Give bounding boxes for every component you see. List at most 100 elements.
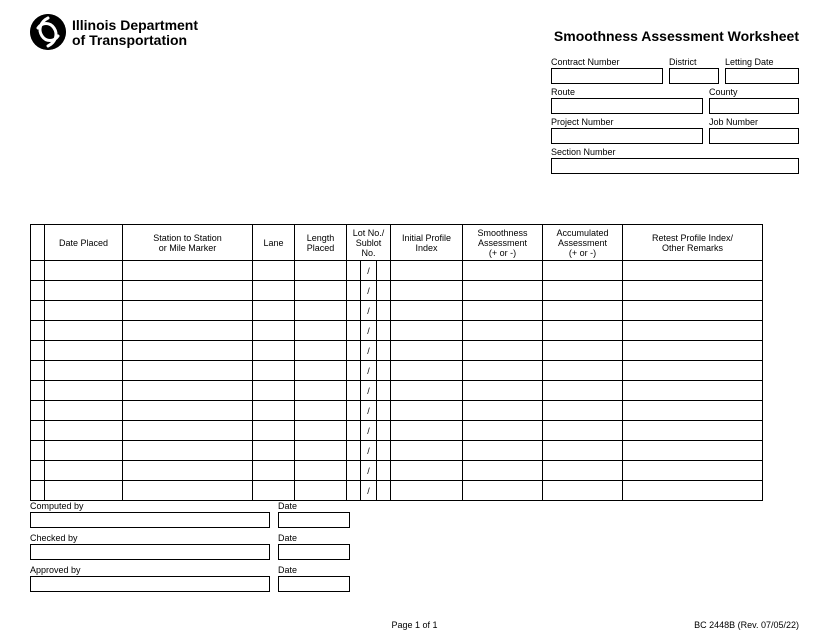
- cell-accumulated[interactable]: [543, 361, 623, 381]
- cell-date_placed[interactable]: [45, 381, 123, 401]
- letting-date-field[interactable]: [725, 68, 799, 84]
- cell-length_placed[interactable]: [295, 421, 347, 441]
- cell-lot_b[interactable]: [377, 401, 391, 421]
- cell-initial_profile[interactable]: [391, 301, 463, 321]
- cell-station[interactable]: [123, 361, 253, 381]
- cell-smoothness[interactable]: [463, 321, 543, 341]
- cell-smoothness[interactable]: [463, 261, 543, 281]
- cell-station[interactable]: [123, 441, 253, 461]
- district-field[interactable]: [669, 68, 719, 84]
- county-field[interactable]: [709, 98, 799, 114]
- cell-lane[interactable]: [253, 261, 295, 281]
- cell-smoothness[interactable]: [463, 301, 543, 321]
- checked-date-field[interactable]: [278, 544, 350, 560]
- approved-date-field[interactable]: [278, 576, 350, 592]
- job-number-field[interactable]: [709, 128, 799, 144]
- cell-date_placed[interactable]: [45, 481, 123, 501]
- cell-smoothness[interactable]: [463, 481, 543, 501]
- cell-retest[interactable]: [623, 441, 763, 461]
- cell-station[interactable]: [123, 421, 253, 441]
- cell-initial_profile[interactable]: [391, 481, 463, 501]
- cell-retest[interactable]: [623, 401, 763, 421]
- cell-retest[interactable]: [623, 421, 763, 441]
- cell-lane[interactable]: [253, 481, 295, 501]
- cell-lot_a[interactable]: [347, 421, 361, 441]
- cell-lot_a[interactable]: [347, 281, 361, 301]
- cell-lot_b[interactable]: [377, 461, 391, 481]
- cell-date_placed[interactable]: [45, 361, 123, 381]
- cell-date_placed[interactable]: [45, 281, 123, 301]
- cell-station[interactable]: [123, 341, 253, 361]
- cell-stub[interactable]: [31, 421, 45, 441]
- cell-lane[interactable]: [253, 321, 295, 341]
- cell-length_placed[interactable]: [295, 381, 347, 401]
- cell-lot_b[interactable]: [377, 281, 391, 301]
- cell-smoothness[interactable]: [463, 461, 543, 481]
- cell-stub[interactable]: [31, 261, 45, 281]
- cell-station[interactable]: [123, 261, 253, 281]
- cell-length_placed[interactable]: [295, 361, 347, 381]
- cell-lot_b[interactable]: [377, 301, 391, 321]
- cell-stub[interactable]: [31, 481, 45, 501]
- cell-lot_a[interactable]: [347, 481, 361, 501]
- cell-accumulated[interactable]: [543, 401, 623, 421]
- cell-date_placed[interactable]: [45, 441, 123, 461]
- cell-smoothness[interactable]: [463, 381, 543, 401]
- cell-stub[interactable]: [31, 441, 45, 461]
- cell-accumulated[interactable]: [543, 341, 623, 361]
- cell-lot_a[interactable]: [347, 381, 361, 401]
- cell-accumulated[interactable]: [543, 301, 623, 321]
- cell-station[interactable]: [123, 301, 253, 321]
- cell-smoothness[interactable]: [463, 421, 543, 441]
- cell-date_placed[interactable]: [45, 421, 123, 441]
- cell-lot_b[interactable]: [377, 481, 391, 501]
- cell-lane[interactable]: [253, 421, 295, 441]
- cell-smoothness[interactable]: [463, 401, 543, 421]
- cell-stub[interactable]: [31, 341, 45, 361]
- cell-length_placed[interactable]: [295, 441, 347, 461]
- cell-lot_a[interactable]: [347, 441, 361, 461]
- cell-initial_profile[interactable]: [391, 321, 463, 341]
- cell-retest[interactable]: [623, 481, 763, 501]
- cell-station[interactable]: [123, 381, 253, 401]
- cell-retest[interactable]: [623, 381, 763, 401]
- cell-date_placed[interactable]: [45, 261, 123, 281]
- cell-lot_a[interactable]: [347, 361, 361, 381]
- cell-initial_profile[interactable]: [391, 261, 463, 281]
- cell-stub[interactable]: [31, 381, 45, 401]
- cell-stub[interactable]: [31, 301, 45, 321]
- cell-lot_b[interactable]: [377, 421, 391, 441]
- cell-date_placed[interactable]: [45, 401, 123, 421]
- cell-length_placed[interactable]: [295, 341, 347, 361]
- cell-date_placed[interactable]: [45, 341, 123, 361]
- cell-stub[interactable]: [31, 361, 45, 381]
- cell-accumulated[interactable]: [543, 381, 623, 401]
- cell-lane[interactable]: [253, 361, 295, 381]
- cell-date_placed[interactable]: [45, 321, 123, 341]
- cell-initial_profile[interactable]: [391, 441, 463, 461]
- cell-lot_b[interactable]: [377, 261, 391, 281]
- cell-lane[interactable]: [253, 301, 295, 321]
- cell-retest[interactable]: [623, 341, 763, 361]
- route-field[interactable]: [551, 98, 703, 114]
- cell-lane[interactable]: [253, 281, 295, 301]
- cell-station[interactable]: [123, 461, 253, 481]
- cell-lot_a[interactable]: [347, 401, 361, 421]
- approved-by-field[interactable]: [30, 576, 270, 592]
- cell-accumulated[interactable]: [543, 461, 623, 481]
- cell-smoothness[interactable]: [463, 441, 543, 461]
- cell-length_placed[interactable]: [295, 401, 347, 421]
- cell-lot_b[interactable]: [377, 341, 391, 361]
- cell-retest[interactable]: [623, 301, 763, 321]
- cell-initial_profile[interactable]: [391, 281, 463, 301]
- cell-date_placed[interactable]: [45, 461, 123, 481]
- cell-initial_profile[interactable]: [391, 381, 463, 401]
- section-number-field[interactable]: [551, 158, 799, 174]
- cell-station[interactable]: [123, 321, 253, 341]
- cell-accumulated[interactable]: [543, 441, 623, 461]
- cell-lot_a[interactable]: [347, 341, 361, 361]
- cell-smoothness[interactable]: [463, 361, 543, 381]
- cell-lane[interactable]: [253, 381, 295, 401]
- cell-retest[interactable]: [623, 361, 763, 381]
- computed-date-field[interactable]: [278, 512, 350, 528]
